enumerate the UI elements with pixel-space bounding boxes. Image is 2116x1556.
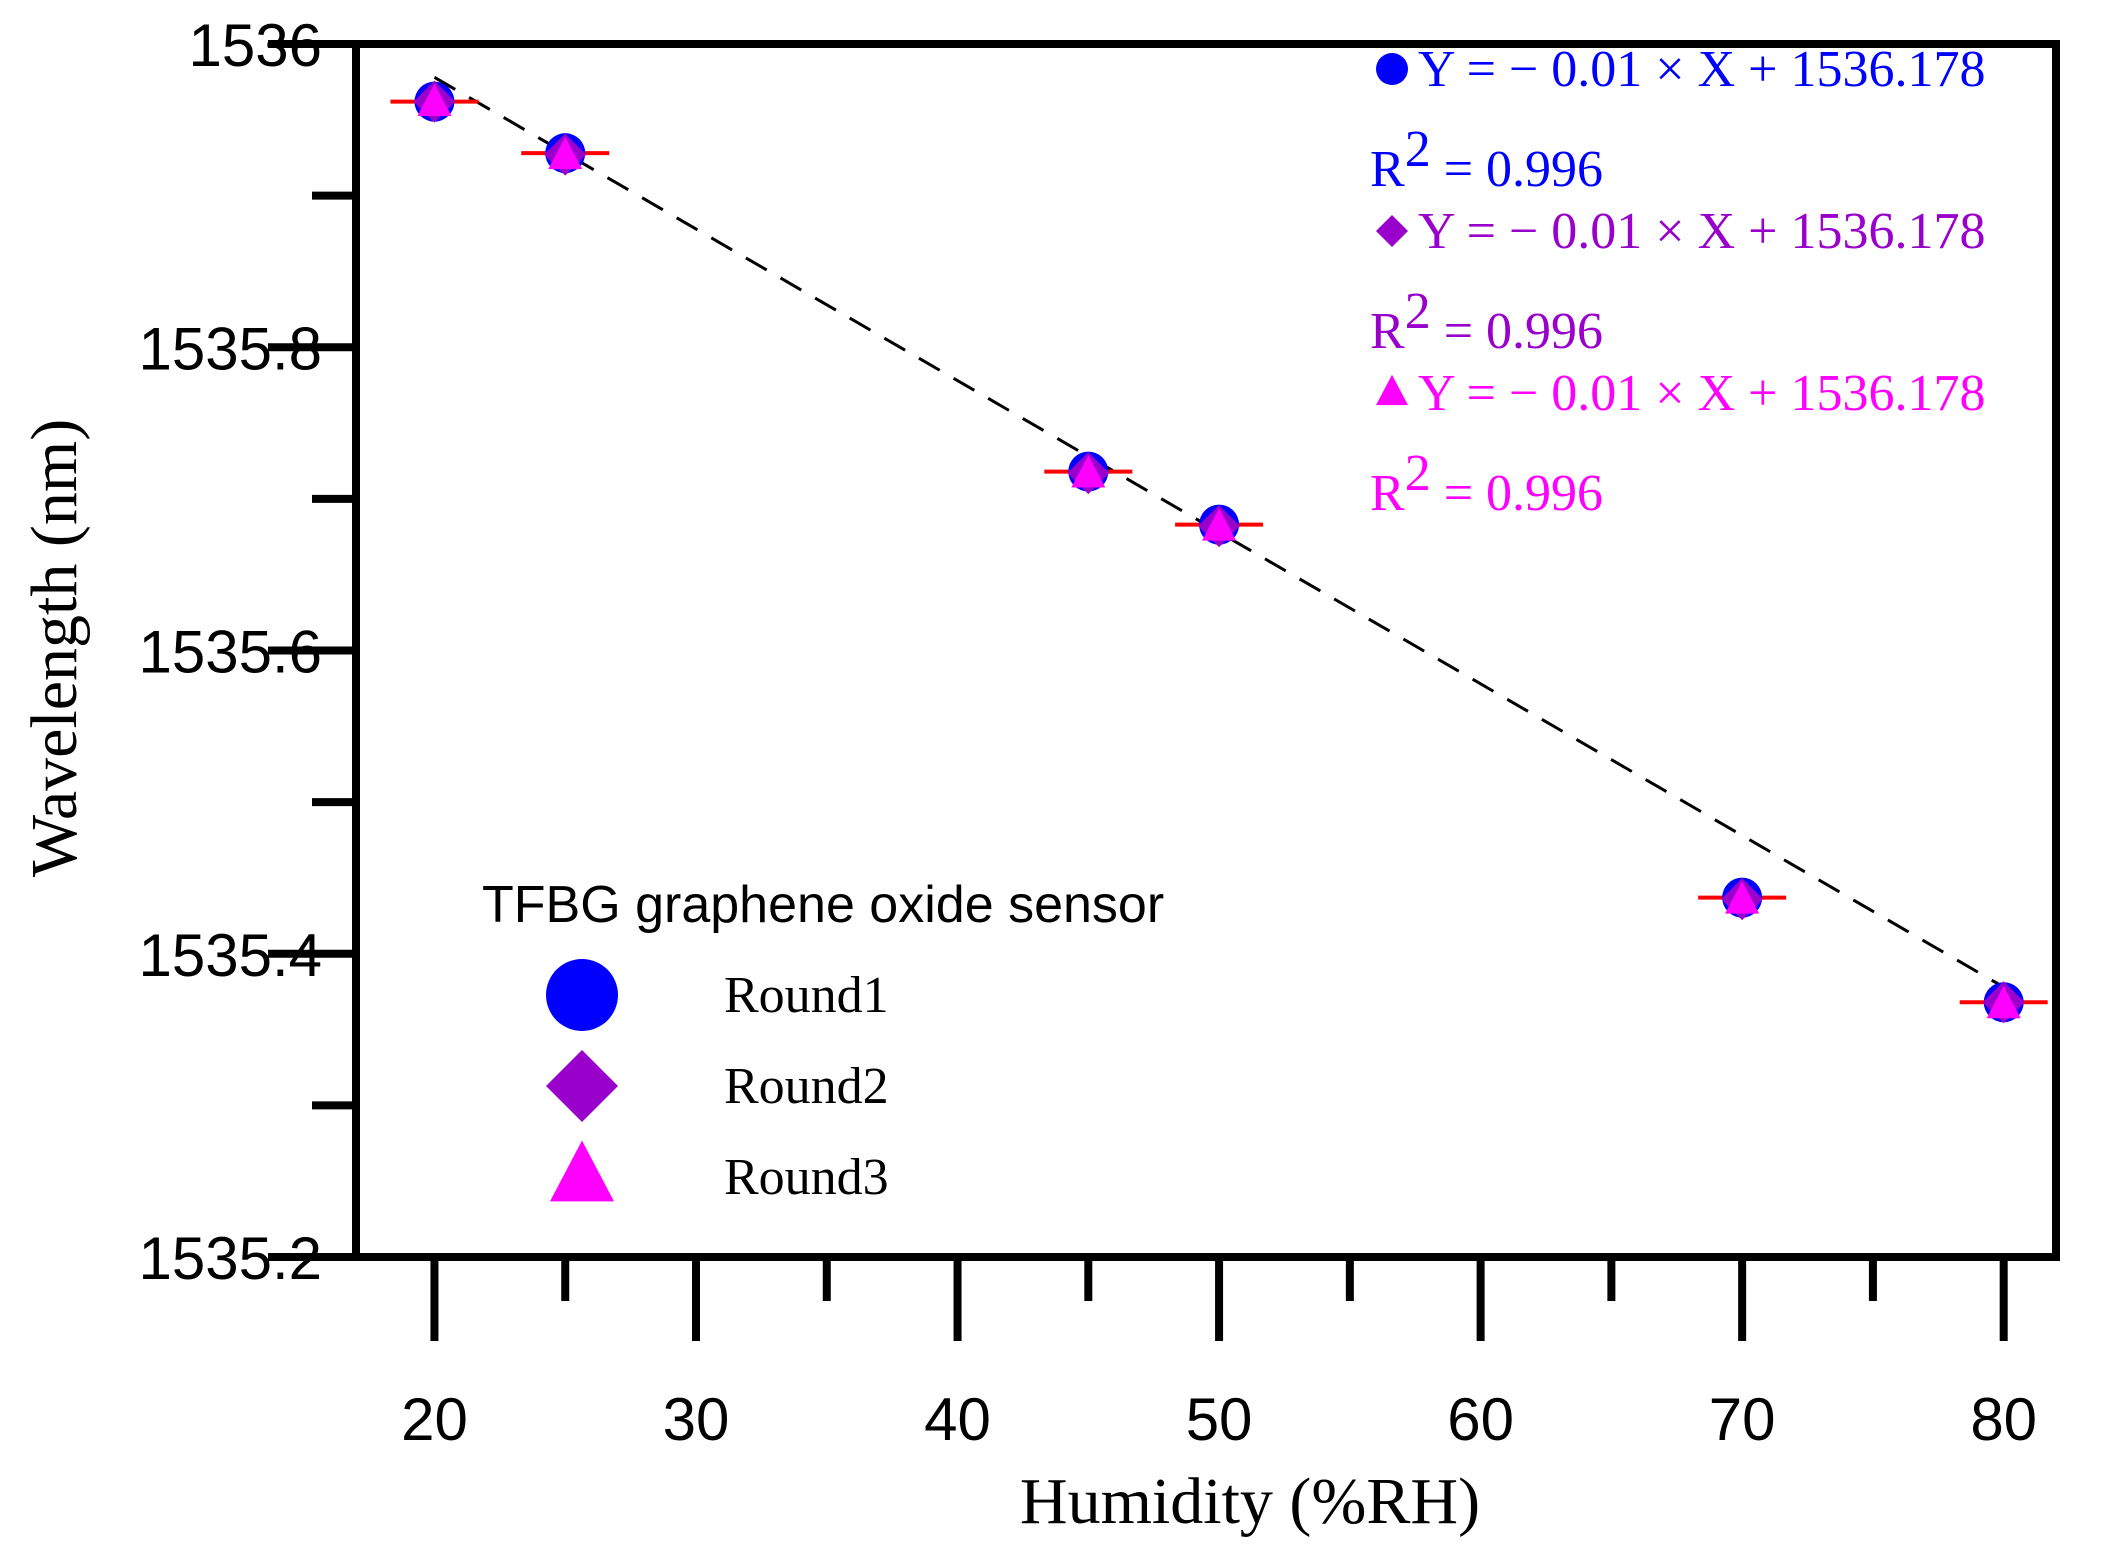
r-squared-base: R: [1370, 141, 1405, 198]
data-point-round3: [548, 136, 583, 170]
legend-marker-round2: [546, 1050, 618, 1122]
x-tick-label: 50: [1186, 1386, 1253, 1453]
r-squared-base: R: [1370, 465, 1405, 522]
x-tick-label: 80: [1970, 1386, 2037, 1453]
r-squared-value: = 0.996: [1431, 303, 1603, 360]
fit-line: [433, 76, 2005, 989]
r-squared: R2 = 0.996: [1370, 445, 1603, 522]
legend-label: Round1: [724, 967, 889, 1024]
x-tick-label: 70: [1709, 1386, 1776, 1453]
x-tick-label: 60: [1447, 1386, 1514, 1453]
y-tick-label: 1536: [189, 12, 322, 79]
data-point-round3: [1202, 508, 1237, 541]
x-tick-label: 40: [924, 1386, 991, 1453]
r-squared: R2 = 0.996: [1370, 121, 1603, 198]
y-tick-label: 1535.6: [138, 619, 322, 686]
r-squared-exponent: 2: [1405, 121, 1431, 178]
data-point-round3: [1071, 455, 1106, 488]
y-tick-label: 1535.4: [138, 922, 322, 989]
r-squared-value: = 0.996: [1431, 141, 1603, 198]
legend-marker-round3: [550, 1140, 614, 1202]
x-tick-label: 30: [663, 1386, 730, 1453]
regression-equation: Y = − 0.01 × X + 1536.178: [1418, 365, 1985, 422]
r-squared-value: = 0.996: [1431, 465, 1603, 522]
x-tick-label: 20: [401, 1386, 468, 1453]
data-point-round3: [417, 83, 452, 117]
y-tick-label: 1535.8: [138, 315, 322, 382]
annotation-marker: [1376, 215, 1408, 247]
r-squared: R2 = 0.996: [1370, 283, 1603, 360]
y-tick-label: 1535.2: [138, 1225, 322, 1292]
r-squared-exponent: 2: [1405, 445, 1431, 502]
r-squared-base: R: [1370, 303, 1405, 360]
annotation-marker: [1376, 53, 1408, 85]
x-axis-label: Humidity (%RH): [1020, 1465, 1480, 1538]
regression-equation: Y = − 0.01 × X + 1536.178: [1418, 41, 1985, 98]
y-axis-label: Wavelength (nm): [18, 419, 91, 877]
annotation-marker: [1376, 374, 1408, 406]
regression-equation: Y = − 0.01 × X + 1536.178: [1418, 203, 1985, 260]
data-point-round3: [1725, 881, 1760, 914]
legend-title: TFBG graphene oxide sensor: [482, 876, 1164, 934]
data-point-round3: [1986, 985, 2021, 1019]
r-squared-exponent: 2: [1405, 283, 1431, 340]
legend-marker-round1: [546, 959, 618, 1031]
legend-label: Round2: [724, 1058, 889, 1115]
legend-label: Round3: [724, 1149, 889, 1206]
